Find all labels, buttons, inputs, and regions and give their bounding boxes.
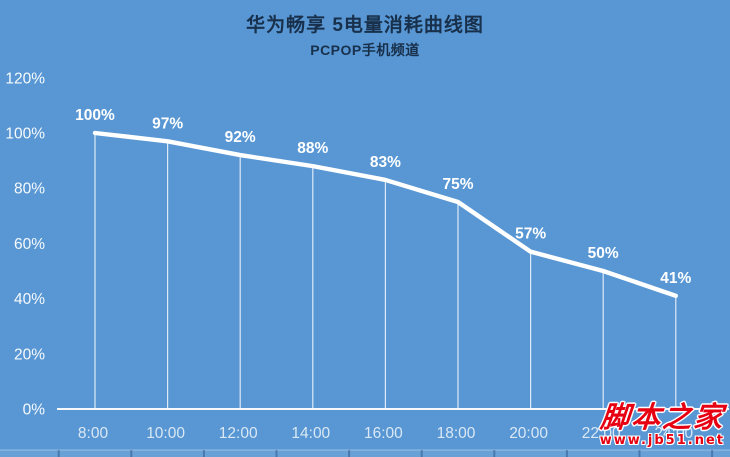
y-axis-tick-label: 100% [5,126,45,143]
data-point-label: 41% [660,270,691,287]
watermark-site-url: www.jb51.net [599,433,725,448]
watermark-site-name: 脚本之家 [598,400,726,434]
y-axis-tick-label: 20% [14,346,45,363]
x-axis-tick-label: 10:00 [146,425,185,442]
data-point-label: 75% [442,176,473,193]
data-point-label: 97% [152,115,183,132]
y-axis-tick-label: 40% [14,291,45,308]
x-axis-tick-label: 12:00 [219,425,258,442]
x-axis-tick-label: 14:00 [291,425,330,442]
x-axis-tick-label: 22:00 [582,425,621,442]
data-point-label: 92% [225,129,256,146]
x-axis-tick-label: 24:00 [654,425,693,442]
battery-line [92,130,678,299]
x-axis-tick-label: 16:00 [364,425,403,442]
x-axis-tick-label: 18:00 [437,425,476,442]
bottom-strip [0,450,730,457]
data-point-label: 88% [297,140,328,157]
y-axis-tick-label: 0% [23,402,46,419]
x-axis-tick-label: 20:00 [509,425,548,442]
chart-subtitle: PCPOP手机频道 [310,42,420,58]
y-axis-tick-label: 120% [5,70,45,87]
data-point-label: 57% [515,226,546,243]
data-point-label: 83% [370,154,401,171]
watermark: 脚本之家 www.jb51.net [598,400,726,448]
chart-title: 华为畅享 5电量消耗曲线图 [246,15,484,36]
data-point-label: 50% [588,245,619,262]
y-axis-tick-label: 60% [14,236,45,253]
data-point-label: 100% [75,107,115,124]
y-axis-tick-label: 80% [14,181,45,198]
x-axis-tick-label: 8:00 [78,425,109,442]
